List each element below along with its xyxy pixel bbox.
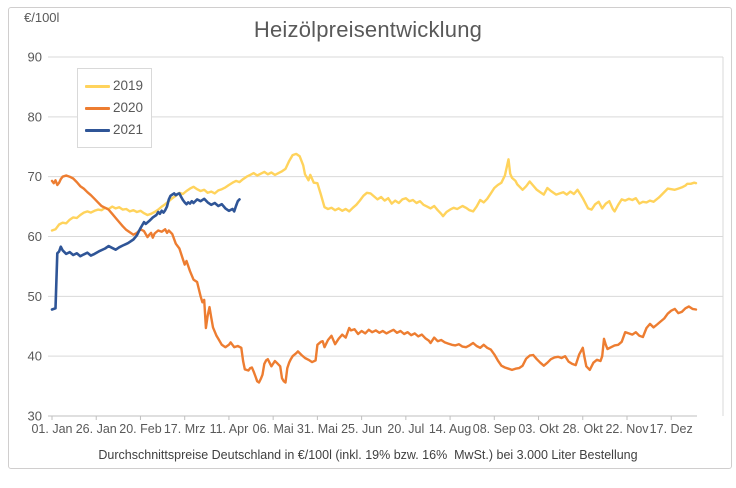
x-tick-label: 20. Feb	[119, 422, 161, 436]
legend-item-2020: 2020	[85, 101, 151, 115]
x-tick-label: 31. Mai	[297, 422, 338, 436]
series-line-2020	[50, 174, 698, 384]
legend-label-2020: 2020	[113, 100, 144, 116]
x-tick-label: 20. Jul	[387, 422, 424, 436]
chart-title: Heizölpreisentwicklung	[253, 17, 483, 42]
y-tick-label: 50	[28, 289, 42, 304]
x-tick-label: 08. Sep	[473, 422, 516, 436]
y-tick-label: 80	[28, 109, 42, 124]
x-tick-label: 03. Okt	[518, 422, 559, 436]
x-tick-label: 17. Mrz	[164, 422, 206, 436]
legend-item-2019: 2019	[85, 79, 151, 93]
legend-label-2019: 2019	[113, 78, 144, 94]
y-tick-label: 30	[28, 409, 42, 424]
x-tick-label: 14. Aug	[429, 422, 471, 436]
legend-line-swatch-2020	[85, 106, 110, 110]
x-tick-label: 25. Jun	[341, 422, 382, 436]
y-axis-unit-label: €/100l	[24, 10, 60, 25]
series-line-2019	[50, 152, 698, 232]
y-tick-label: 60	[28, 229, 42, 244]
legend-label-2021: 2021	[113, 122, 144, 138]
legend-item-2021: 2021	[85, 123, 151, 137]
x-tick-label: 26. Jan	[76, 422, 117, 436]
legend-line-swatch-2021	[85, 128, 110, 132]
x-tick-label: 11. Apr	[210, 422, 249, 436]
y-tick-label: 90	[28, 50, 42, 65]
x-tick-label: 01. Jan	[31, 422, 72, 436]
x-tick-label: 28. Okt	[563, 422, 604, 436]
y-tick-label: 40	[28, 349, 42, 364]
series-line-2021	[50, 192, 241, 311]
x-tick-label: 22. Nov	[605, 422, 649, 436]
legend-line-swatch-2019	[85, 84, 110, 88]
x-tick-label: 06. Mai	[253, 422, 294, 436]
legend: 2019 2020 2021	[77, 68, 152, 148]
chart-caption: Durchschnittspreise Deutschland in €/100…	[98, 448, 638, 462]
y-tick-label: 70	[28, 169, 42, 184]
x-tick-label: 17. Dez	[650, 422, 693, 436]
